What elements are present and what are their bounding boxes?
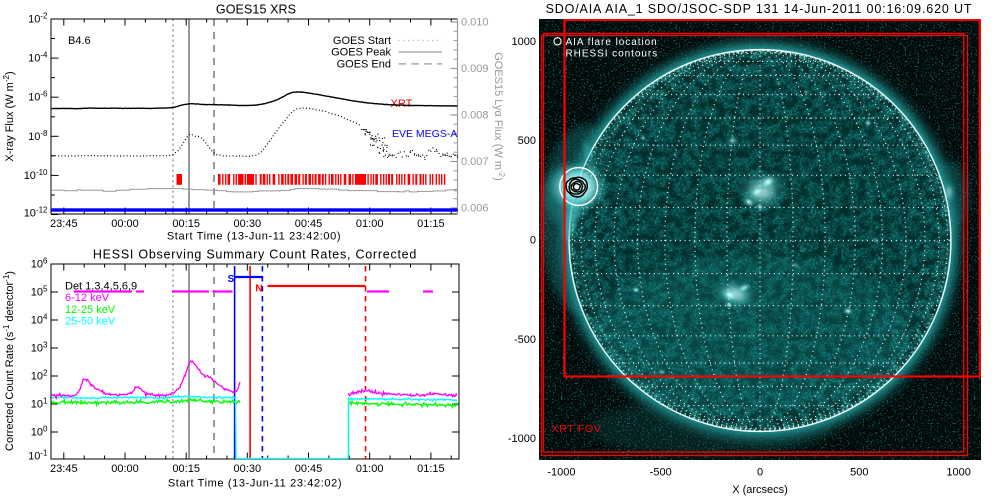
svg-text:00:45: 00:45 <box>295 218 323 230</box>
svg-text:00:00: 00:00 <box>111 218 139 230</box>
svg-text:AIA flare location: AIA flare location <box>566 37 658 48</box>
svg-text:1000: 1000 <box>946 467 970 479</box>
svg-text:Start Time (13-Jun-11 23:42:02: Start Time (13-Jun-11 23:42:02) <box>168 478 342 490</box>
svg-text:XRT: XRT <box>391 98 413 110</box>
svg-text:25-50 keV: 25-50 keV <box>65 316 116 328</box>
svg-text:01:00: 01:00 <box>356 218 384 230</box>
svg-text:00:00: 00:00 <box>111 463 139 475</box>
svg-text:RHESSI contours: RHESSI contours <box>566 49 659 60</box>
svg-text:HESSI Observing Summary Count: HESSI Observing Summary Count Rates, Cor… <box>93 248 417 262</box>
svg-text:500: 500 <box>518 135 536 147</box>
svg-text:GOES15 Lyα Flux (W m-2): GOES15 Lyα Flux (W m-2) <box>492 52 506 181</box>
svg-text:23:45: 23:45 <box>50 463 78 475</box>
svg-text:EVE MEGS-A: EVE MEGS-A <box>392 128 457 140</box>
svg-text:0: 0 <box>530 235 536 247</box>
svg-text:6-12 keV: 6-12 keV <box>65 292 110 304</box>
svg-text:0.010: 0.010 <box>461 17 489 29</box>
svg-text:0.007: 0.007 <box>461 156 489 168</box>
svg-text:0.006: 0.006 <box>461 203 489 215</box>
svg-text:0.008: 0.008 <box>461 110 489 122</box>
svg-text:X (arcsecs): X (arcsecs) <box>732 484 788 496</box>
svg-text:GOES Peak: GOES Peak <box>331 47 391 59</box>
svg-text:00:30: 00:30 <box>234 463 262 475</box>
svg-text:01:15: 01:15 <box>417 218 445 230</box>
svg-text:-500: -500 <box>514 334 536 346</box>
svg-text:00:15: 00:15 <box>172 218 200 230</box>
svg-text:SDO/AIA AIA_1 SDO/JSOC-SDP 131: SDO/AIA AIA_1 SDO/JSOC-SDP 131 14-Jun-20… <box>546 2 973 16</box>
svg-text:Det 1,3,4,5,6,9: Det 1,3,4,5,6,9 <box>65 281 137 293</box>
svg-text:XRT FOV: XRT FOV <box>552 423 602 435</box>
svg-text:01:00: 01:00 <box>356 463 384 475</box>
svg-text:-1000: -1000 <box>547 467 575 479</box>
svg-text:Corrected Count Rate (s-1 dete: Corrected Count Rate (s-1 detector-1) <box>2 271 16 451</box>
svg-text:12-25 keV: 12-25 keV <box>65 304 116 316</box>
svg-text:-500: -500 <box>650 467 672 479</box>
svg-text:N: N <box>255 284 262 295</box>
svg-text:GOES15 XRS: GOES15 XRS <box>216 3 296 17</box>
svg-text:0.009: 0.009 <box>461 63 489 75</box>
svg-text:0: 0 <box>757 467 763 479</box>
svg-text:00:30: 00:30 <box>234 218 262 230</box>
svg-text:-1000: -1000 <box>508 433 536 445</box>
svg-text:00:15: 00:15 <box>172 463 200 475</box>
svg-text:S: S <box>228 274 235 285</box>
svg-text:B4.6: B4.6 <box>68 35 91 47</box>
svg-text:01:15: 01:15 <box>417 463 445 475</box>
svg-text:00:45: 00:45 <box>295 463 323 475</box>
svg-text:GOES End: GOES End <box>337 58 391 70</box>
svg-text:23:45: 23:45 <box>50 218 78 230</box>
svg-text:1000: 1000 <box>512 36 536 48</box>
svg-text:X-ray Flux (W m-2): X-ray Flux (W m-2) <box>2 71 16 161</box>
svg-text:GOES Start: GOES Start <box>333 35 391 47</box>
svg-text:500: 500 <box>850 467 868 479</box>
svg-text:Start Time (13-Jun-11 23:42:00: Start Time (13-Jun-11 23:42:00) <box>167 231 341 243</box>
